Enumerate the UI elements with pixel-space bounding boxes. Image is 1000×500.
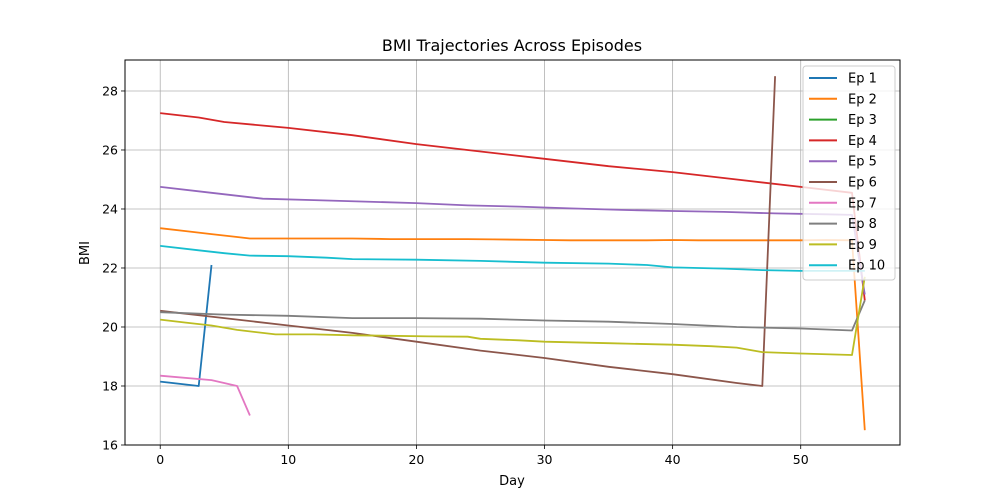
x-axis-title: Day [499, 474, 525, 489]
y-axis-title: BMI [78, 241, 93, 265]
y-tick-label: 22 [102, 260, 118, 275]
legend-label: Ep 7 [848, 196, 877, 211]
series-line-ep-5 [160, 186, 866, 295]
y-tick-label: 20 [102, 319, 118, 334]
legend-label: Ep 3 [848, 113, 877, 128]
series-line-ep-7 [160, 374, 251, 416]
series-line-ep-4 [160, 112, 866, 301]
x-tick-label: 40 [665, 452, 681, 467]
x-tick-label: 50 [793, 452, 809, 467]
x-tick-label: 0 [156, 452, 164, 467]
x-tick-label: 10 [280, 452, 296, 467]
series-line-ep-9 [160, 276, 866, 356]
plot-area [125, 60, 900, 445]
y-tick-label: 28 [102, 83, 118, 98]
y-tick-label: 18 [102, 378, 118, 393]
x-tick-label: 30 [537, 452, 553, 467]
legend-label: Ep 2 [848, 92, 877, 107]
plot-frame [124, 59, 901, 446]
series-line-ep-1 [160, 264, 213, 387]
y-tick-label: 16 [102, 438, 118, 453]
series-line-ep-2 [160, 227, 866, 431]
axis-ticks: 0 10 20 30 40 50 16 18 20 22 24 26 28 [102, 83, 809, 467]
y-tick-label: 24 [102, 201, 118, 216]
series-line-ep-6 [160, 76, 776, 387]
series-line-ep-10 [160, 245, 865, 272]
legend-label: Ep 1 [848, 72, 877, 87]
legend-label: Ep 4 [848, 134, 877, 149]
legend-label: Ep 9 [848, 238, 877, 253]
legend-label: Ep 5 [848, 155, 877, 170]
legend-label: Ep 10 [848, 259, 885, 274]
legend: Ep 1 Ep 2 Ep 3 Ep 4 Ep 5 Ep 6 Ep 7 Ep 8 Ep 9 Ep 1… [802, 65, 896, 281]
series-lines [160, 76, 866, 431]
chart-title: BMI Trajectories Across Episodes [382, 36, 642, 55]
y-tick-label: 26 [102, 142, 118, 157]
legend-label: Ep 8 [848, 217, 877, 232]
legend-label: Ep 6 [848, 176, 877, 191]
series-line-ep-8 [160, 300, 866, 332]
x-tick-label: 20 [408, 452, 424, 467]
